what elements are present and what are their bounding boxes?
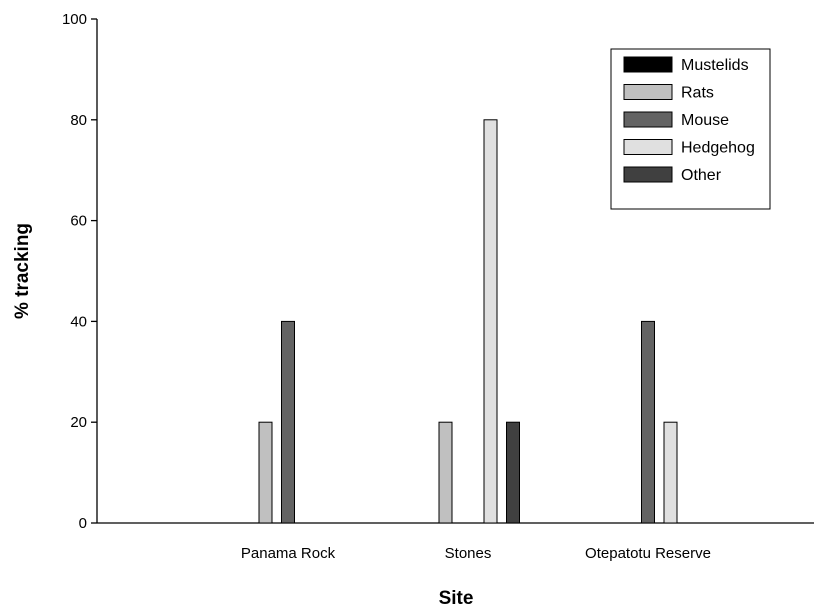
legend-swatch bbox=[623, 84, 673, 100]
legend-swatch bbox=[623, 111, 673, 128]
y-tick-label: 0 bbox=[79, 515, 87, 532]
y-tick-label: 100 bbox=[62, 11, 87, 28]
legend-label: Hedgehog bbox=[681, 140, 755, 157]
legend-swatch bbox=[623, 166, 673, 183]
bar-mouse-panama-rock bbox=[281, 320, 295, 524]
y-tick-label: 60 bbox=[70, 213, 87, 230]
legend-label: Other bbox=[681, 167, 722, 184]
bar-hedgehog-otepatotu-reserve bbox=[663, 421, 678, 524]
legend-swatch bbox=[623, 139, 673, 155]
bar-rats-stones bbox=[438, 421, 453, 524]
y-tick-label: 20 bbox=[70, 414, 87, 431]
legend-label: Rats bbox=[681, 85, 714, 102]
legend-swatch bbox=[623, 56, 673, 73]
y-axis-ticks: 0 20 40 60 80 100 bbox=[62, 11, 97, 532]
plot-area bbox=[96, 19, 814, 524]
y-axis-title: % tracking bbox=[12, 223, 33, 319]
y-tick-label: 80 bbox=[70, 112, 87, 129]
x-tick-label: Stones bbox=[445, 545, 492, 562]
x-tick-label: Otepatotu Reserve bbox=[585, 545, 711, 562]
legend-label: Mouse bbox=[681, 112, 729, 129]
bar-mouse-otepatotu-reserve bbox=[641, 320, 655, 524]
y-tick-label: 40 bbox=[70, 313, 87, 330]
x-tick-label: Panama Rock bbox=[241, 545, 336, 562]
bar-hedgehog-stones bbox=[483, 119, 498, 524]
legend-label: Mustelids bbox=[681, 57, 749, 74]
x-axis-title: Site bbox=[439, 588, 474, 609]
bar-rats-panama-rock bbox=[258, 421, 273, 524]
bars bbox=[258, 119, 678, 524]
bar-other-stones bbox=[506, 421, 520, 524]
x-axis-ticks: Panama Rock Stones Otepatotu Reserve bbox=[241, 545, 711, 562]
legend: Mustelids Rats Mouse Hedgehog Other bbox=[610, 48, 771, 210]
